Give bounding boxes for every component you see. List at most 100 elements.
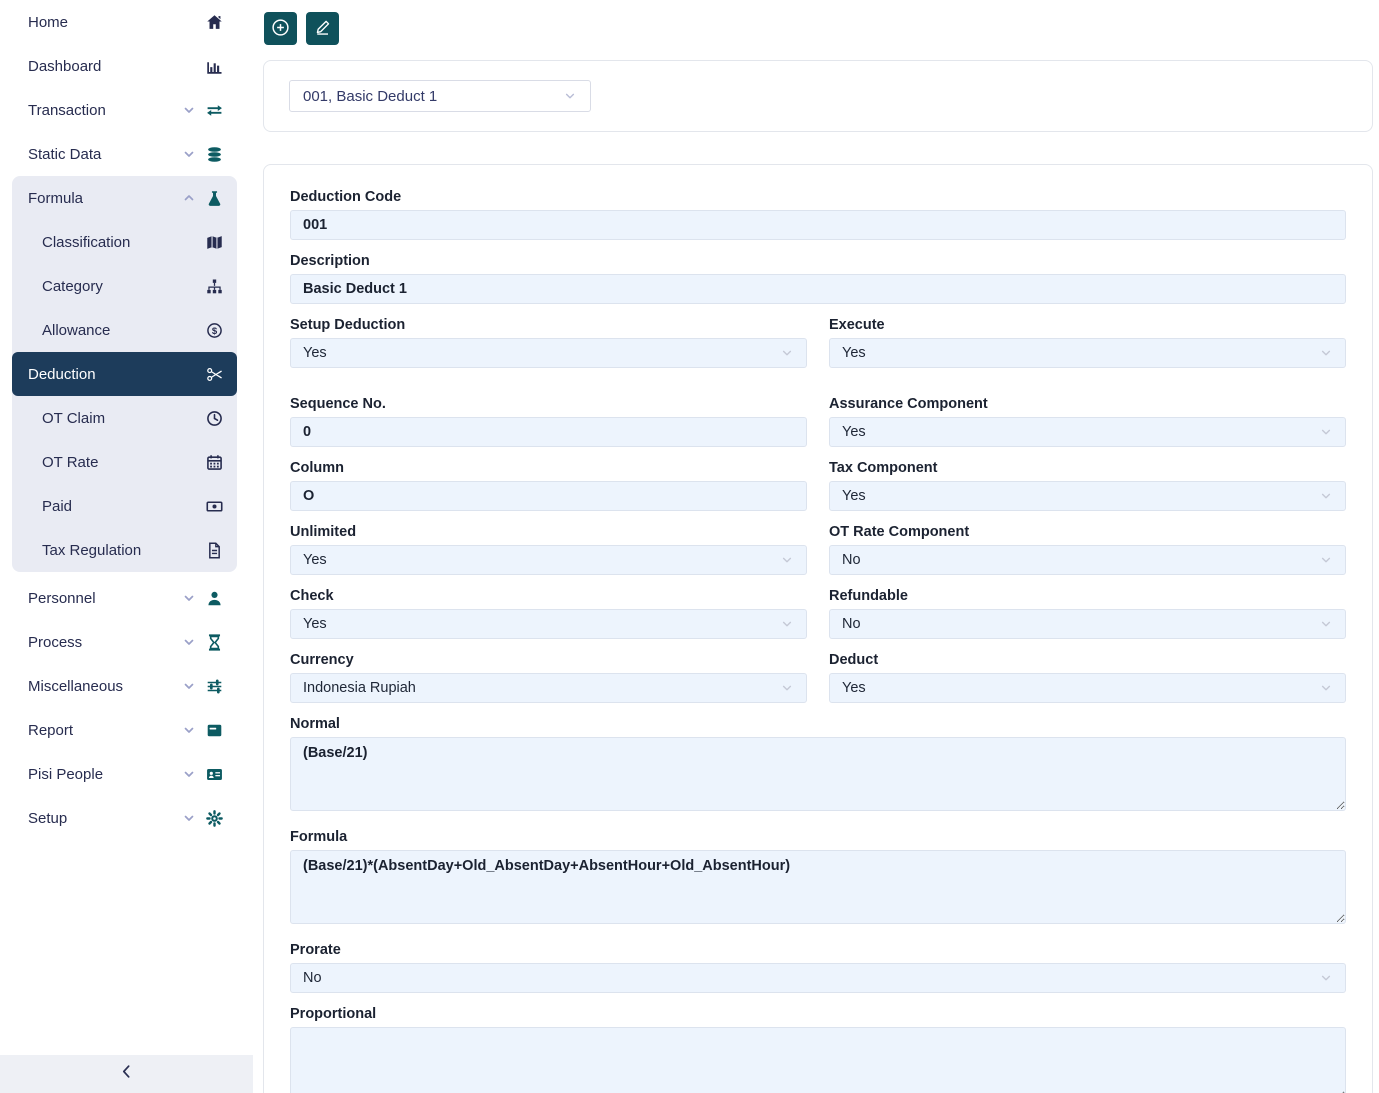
deduct-select[interactable]: Yes bbox=[829, 673, 1346, 703]
sequence-no-input[interactable] bbox=[290, 417, 807, 447]
sidebar-item-personnel[interactable]: Personnel bbox=[12, 576, 237, 620]
sidebar-item-pisi-people[interactable]: Pisi People bbox=[12, 752, 237, 796]
archive-box-icon bbox=[205, 722, 223, 739]
normal-textarea[interactable]: (Base/21) bbox=[290, 737, 1346, 811]
edit-button[interactable] bbox=[306, 12, 339, 45]
sidebar-item-tax-regulation[interactable]: Tax Regulation bbox=[12, 528, 237, 572]
sidebar-item-label: Formula bbox=[28, 189, 84, 207]
sidebar-item-label: Tax Regulation bbox=[42, 541, 142, 559]
database-icon bbox=[205, 146, 223, 163]
chevron-down-icon bbox=[780, 681, 794, 695]
sidebar-item-static-data[interactable]: Static Data bbox=[12, 132, 237, 176]
user-icon bbox=[205, 590, 223, 607]
sidebar-item-label: Dashboard bbox=[28, 57, 102, 75]
field-execute: Execute Yes bbox=[829, 317, 1346, 368]
sidebar-item-paid[interactable]: Paid bbox=[12, 484, 237, 528]
scissors-icon bbox=[205, 366, 223, 383]
sidebar-item-ot-claim[interactable]: OT Claim bbox=[12, 396, 237, 440]
form-row: Check Yes Refundable No bbox=[290, 588, 1346, 639]
field-tax-component: Tax Component Yes bbox=[829, 460, 1346, 511]
sidebar-item-report[interactable]: Report bbox=[12, 708, 237, 752]
deduction-select[interactable]: 001, Basic Deduct 1 bbox=[289, 80, 591, 112]
sidebar-item-category[interactable]: Category bbox=[12, 264, 237, 308]
clock-icon bbox=[205, 410, 223, 427]
field-label: Column bbox=[290, 460, 344, 476]
field-currency: Currency Indonesia Rupiah bbox=[290, 652, 807, 703]
sidebar-item-label: Personnel bbox=[28, 589, 96, 607]
chevron-down-icon bbox=[183, 724, 195, 736]
field-check: Check Yes bbox=[290, 588, 807, 639]
sidebar-item-label: Classification bbox=[42, 233, 131, 251]
deduction-code-input[interactable] bbox=[290, 210, 1346, 240]
sidebar-item-dashboard[interactable]: Dashboard bbox=[12, 44, 237, 88]
field-label: Normal bbox=[290, 716, 340, 732]
field-label: Deduction Code bbox=[290, 189, 402, 205]
sidebar-group-formula: Formula Classification Category Allowanc… bbox=[12, 176, 237, 572]
form-row: Column Tax Component Yes bbox=[290, 460, 1346, 511]
sliders-icon bbox=[205, 678, 223, 695]
sidebar-item-process[interactable]: Process bbox=[12, 620, 237, 664]
select-value: Yes bbox=[842, 345, 866, 361]
field-prorate: Prorate No bbox=[290, 942, 1346, 993]
select-value: Yes bbox=[303, 616, 327, 632]
sidebar-item-label: Category bbox=[42, 277, 103, 295]
sidebar-item-setup[interactable]: Setup bbox=[12, 796, 237, 840]
select-value: No bbox=[842, 616, 861, 632]
tax-component-select[interactable]: Yes bbox=[829, 481, 1346, 511]
assurance-component-select[interactable]: Yes bbox=[829, 417, 1346, 447]
sidebar-item-classification[interactable]: Classification bbox=[12, 220, 237, 264]
sidebar-item-label: Paid bbox=[42, 497, 73, 515]
chevron-up-icon bbox=[183, 192, 195, 204]
sidebar-item-label: Deduction bbox=[28, 365, 96, 383]
sidebar-item-home[interactable]: Home bbox=[12, 0, 237, 44]
field-label: Formula bbox=[290, 829, 348, 845]
plus-circle-icon bbox=[271, 18, 290, 40]
ot-rate-component-select[interactable]: No bbox=[829, 545, 1346, 575]
sidebar-item-allowance[interactable]: Allowance $ bbox=[12, 308, 237, 352]
chevron-down-icon bbox=[780, 617, 794, 631]
field-label: Execute bbox=[829, 317, 885, 333]
chevron-down-icon bbox=[183, 680, 195, 692]
prorate-select[interactable]: No bbox=[290, 963, 1346, 993]
column-input[interactable] bbox=[290, 481, 807, 511]
field-label: Check bbox=[290, 588, 334, 604]
sidebar-item-label: Miscellaneous bbox=[28, 677, 124, 695]
field-label: Deduct bbox=[829, 652, 879, 668]
description-input[interactable] bbox=[290, 274, 1346, 304]
sidebar-item-label: OT Rate bbox=[42, 453, 99, 471]
select-value: Yes bbox=[842, 680, 866, 696]
add-button[interactable] bbox=[264, 12, 297, 45]
select-value: Yes bbox=[303, 552, 327, 568]
sidebar-item-ot-rate[interactable]: OT Rate bbox=[12, 440, 237, 484]
sidebar-item-label: Pisi People bbox=[28, 765, 104, 783]
field-unlimited: Unlimited Yes bbox=[290, 524, 807, 575]
sidebar-item-miscellaneous[interactable]: Miscellaneous bbox=[12, 664, 237, 708]
field-deduct: Deduct Yes bbox=[829, 652, 1346, 703]
currency-select[interactable]: Indonesia Rupiah bbox=[290, 673, 807, 703]
form-row: Sequence No. Assurance Component Yes bbox=[290, 396, 1346, 447]
unlimited-select[interactable]: Yes bbox=[290, 545, 807, 575]
proportional-textarea[interactable] bbox=[290, 1027, 1346, 1093]
home-icon bbox=[205, 14, 223, 31]
sidebar-collapse-button[interactable] bbox=[0, 1055, 253, 1093]
sidebar-item-transaction[interactable]: Transaction bbox=[12, 88, 237, 132]
sidebar-item-label: Static Data bbox=[28, 145, 102, 163]
field-label: Refundable bbox=[829, 588, 908, 604]
dollar-circle-icon: $ bbox=[205, 322, 223, 339]
field-setup-deduction: Setup Deduction Yes bbox=[290, 317, 807, 368]
gear-icon bbox=[205, 809, 223, 827]
toolbar bbox=[253, 0, 1379, 45]
field-label: Proportional bbox=[290, 1006, 377, 1022]
execute-select[interactable]: Yes bbox=[829, 338, 1346, 368]
formula-textarea[interactable]: (Base/21)*(AbsentDay+Old_AbsentDay+Absen… bbox=[290, 850, 1346, 924]
setup-deduction-select[interactable]: Yes bbox=[290, 338, 807, 368]
check-select[interactable]: Yes bbox=[290, 609, 807, 639]
chevron-down-icon bbox=[183, 636, 195, 648]
deduction-form-card: Deduction Code Description Setup Deducti… bbox=[263, 164, 1373, 1093]
refundable-select[interactable]: No bbox=[829, 609, 1346, 639]
chevron-down-icon bbox=[563, 89, 577, 103]
field-deduction-code: Deduction Code bbox=[290, 189, 1346, 240]
sidebar-item-deduction[interactable]: Deduction bbox=[12, 352, 237, 396]
calendar-icon bbox=[205, 454, 223, 471]
sidebar-item-formula[interactable]: Formula bbox=[12, 176, 237, 220]
